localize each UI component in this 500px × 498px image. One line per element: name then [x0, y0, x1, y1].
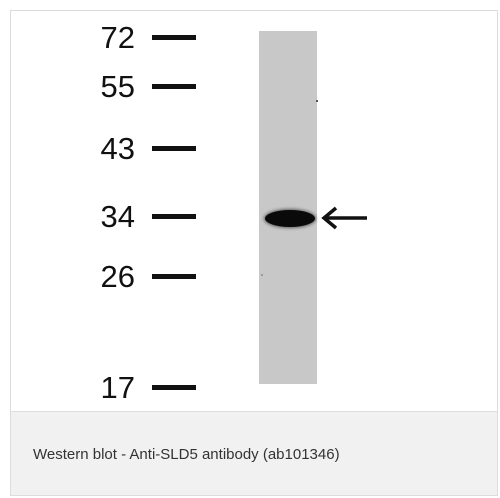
left-arrow-icon [321, 206, 367, 230]
marker-17: 17 [73, 367, 196, 407]
marker-label: 26 [100, 258, 135, 294]
gel-lane [259, 31, 317, 384]
marker-tick [152, 34, 196, 40]
western-blot-image: 72 55 43 34 26 17 [11, 11, 497, 411]
marker-tick [152, 273, 196, 279]
dust-speck [316, 100, 318, 102]
marker-26: 26 [73, 256, 196, 296]
marker-tick [152, 145, 196, 151]
marker-34: 34 [73, 196, 196, 236]
image-caption: Western blot - Anti-SLD5 antibody (ab101… [33, 446, 340, 463]
marker-tick [152, 83, 196, 89]
marker-label: 72 [100, 19, 135, 55]
marker-label: 43 [100, 130, 135, 166]
marker-label: 17 [100, 369, 135, 405]
caption-bar: Western blot - Anti-SLD5 antibody (ab101… [11, 411, 497, 495]
dust-speck [261, 274, 263, 276]
protein-band [265, 210, 315, 227]
marker-label: 34 [100, 198, 135, 234]
marker-72: 72 [73, 17, 196, 57]
marker-tick [152, 213, 196, 219]
marker-43: 43 [73, 128, 196, 168]
marker-tick [152, 384, 196, 390]
marker-55: 55 [73, 66, 196, 106]
image-panel: 72 55 43 34 26 17 [10, 10, 498, 496]
marker-label: 55 [100, 68, 135, 104]
